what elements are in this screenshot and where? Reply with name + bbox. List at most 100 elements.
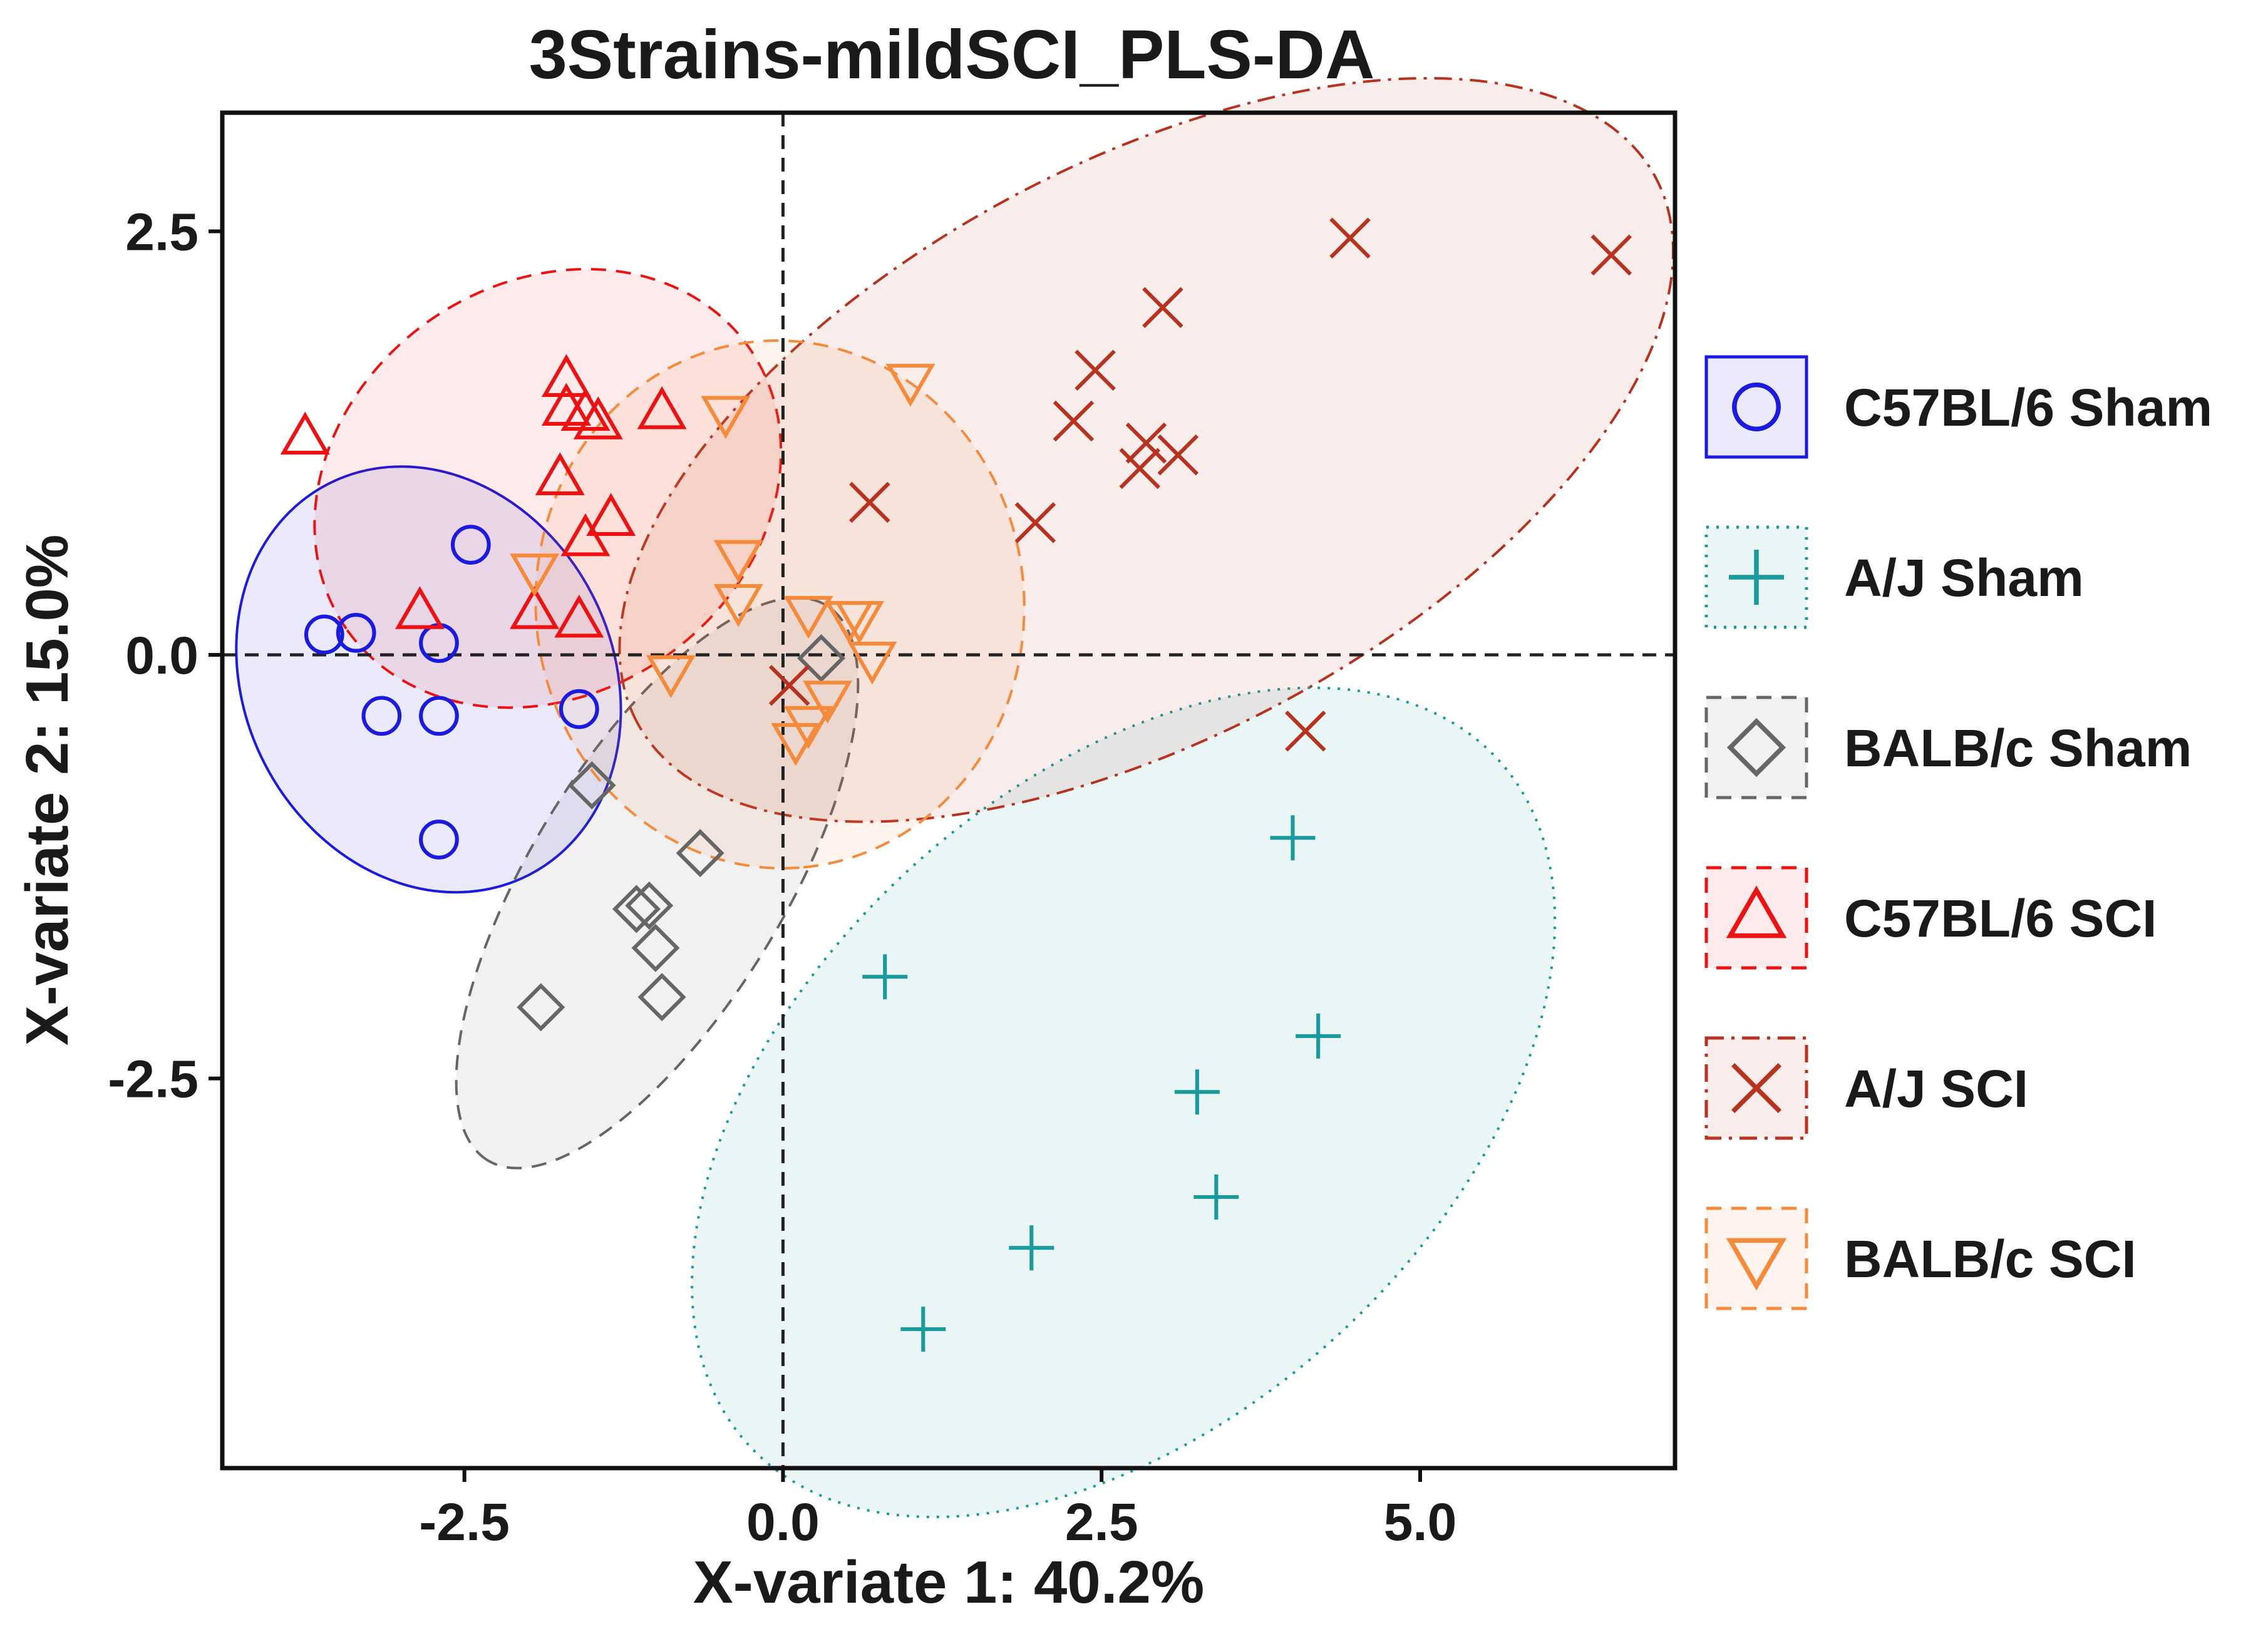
point-a-j-sham	[900, 1307, 946, 1352]
ellipse-balb-c-sci	[534, 339, 1026, 870]
x-tick-label: 2.5	[1065, 1493, 1138, 1551]
point-a-j-sci	[1119, 448, 1161, 490]
point-balb-c-sci	[803, 681, 853, 724]
point-a-j-sham	[1296, 1013, 1341, 1059]
point-a-j-sci	[1075, 349, 1116, 391]
point-a-j-sci	[1285, 711, 1326, 752]
point-c57bl-6-sham	[559, 689, 599, 729]
y-axis-label: X-variate 2: 15.0%	[14, 535, 81, 1046]
axis-ticks: -2.5 0.0 2.5 5.0 -2.5 0.0 2.5	[108, 202, 1456, 1551]
point-a-j-sci	[1142, 287, 1183, 328]
point-c57bl-6-sci	[637, 386, 687, 429]
legend-marker-balb-c-sci	[1726, 1238, 1787, 1291]
point-balb-c-sham	[625, 881, 674, 930]
point-a-j-sci	[1053, 400, 1095, 442]
legend-label: A/J Sham	[1844, 548, 2084, 607]
point-balb-c-sham	[567, 761, 616, 809]
point-c57bl-6-sham	[419, 820, 459, 860]
point-balb-c-sci	[646, 655, 696, 699]
x-tick-label: 5.0	[1384, 1493, 1457, 1551]
point-c57bl-6-sci	[535, 452, 585, 496]
legend-item-a-j-sham: A/J Sham	[1704, 525, 2084, 629]
point-a-j-sci	[1590, 234, 1632, 276]
point-balb-c-sham	[631, 923, 680, 972]
legend-item-balb-c-sci: BALB/c SCI	[1704, 1206, 2137, 1310]
ellipse-a-j-sham	[691, 686, 1557, 1519]
plot-panel-border	[220, 110, 1678, 1471]
point-c57bl-6-sci	[573, 396, 623, 439]
legend-item-c57bl-6-sci: C57BL/6 SCI	[1704, 866, 2157, 970]
x-tick-label: -2.5	[419, 1493, 510, 1551]
legend: C57BL/6 Sham A/J Sham BALB/c Sham C57BL/6 S…	[1704, 355, 2212, 1310]
y-tick-label: 2.5	[125, 202, 198, 261]
point-c57bl-6-sham	[304, 614, 344, 655]
ellipse-a-j-sci	[618, 76, 1675, 823]
point-c57bl-6-sci	[554, 594, 604, 638]
point-balb-c-sci	[510, 553, 560, 597]
point-a-j-sham	[1270, 815, 1316, 861]
point-balb-c-sci	[885, 364, 936, 407]
point-a-j-sci	[1329, 217, 1371, 259]
point-balb-c-sci	[847, 641, 897, 685]
legend-item-c57bl-6-sham: C57BL/6 Sham	[1704, 355, 2212, 459]
legend-item-a-j-sci: A/J SCI	[1704, 1036, 2028, 1140]
point-a-j-sci	[1125, 422, 1167, 464]
point-balb-c-sci	[771, 722, 821, 766]
legend-key-box	[1704, 355, 1808, 459]
point-c57bl-6-sham	[336, 612, 376, 653]
point-a-j-sci	[849, 481, 890, 523]
y-tick-label: -2.5	[108, 1050, 198, 1109]
point-a-j-sci	[768, 664, 810, 706]
point-a-j-sci	[1157, 434, 1199, 476]
point-balb-c-sham	[676, 829, 724, 878]
legend-marker-c57bl-6-sci	[1726, 885, 1787, 938]
point-a-j-sham	[1009, 1225, 1054, 1271]
x-tick-label: 0.0	[746, 1493, 820, 1551]
point-balb-c-sci	[713, 540, 763, 583]
legend-label: BALB/c SCI	[1844, 1230, 2137, 1288]
point-c57bl-6-sci	[586, 493, 636, 536]
point-c57bl-6-sci	[541, 354, 591, 398]
legend-label: BALB/c Sham	[1844, 719, 2192, 778]
point-balb-c-sci	[701, 396, 751, 439]
point-balb-c-sci	[835, 601, 885, 644]
point-a-j-sham	[1193, 1174, 1239, 1220]
point-c57bl-6-sci	[510, 586, 560, 629]
point-balb-c-sham	[612, 885, 661, 933]
x-axis-label: X-variate 1: 40.2%	[693, 1549, 1204, 1616]
point-balb-c-sham	[796, 634, 846, 682]
point-c57bl-6-sham	[361, 696, 402, 736]
legend-marker-a-j-sham	[1729, 550, 1784, 605]
legend-marker-c57bl-6-sham	[1732, 383, 1781, 431]
legend-key-box	[1704, 866, 1808, 970]
legend-label: C57BL/6 Sham	[1844, 378, 2212, 437]
point-balb-c-sham	[517, 983, 565, 1032]
reference-lines	[222, 113, 1675, 1468]
y-tick-label: 0.0	[125, 626, 198, 685]
point-c57bl-6-sci	[560, 388, 611, 431]
ellipse-balb-c-sham	[455, 596, 860, 1169]
point-c57bl-6-sham	[419, 696, 459, 736]
point-c57bl-6-sci	[560, 513, 611, 557]
data-points	[280, 217, 1632, 1352]
legend-label: A/J SCI	[1844, 1059, 2028, 1118]
point-a-j-sham	[862, 954, 908, 1000]
point-balb-c-sham	[637, 973, 686, 1022]
chart-title: 3Strains-mildSCI_PLS-DA	[529, 16, 1375, 93]
point-a-j-sham	[1174, 1069, 1220, 1115]
legend-marker-a-j-sci	[1731, 1062, 1782, 1114]
point-balb-c-sci	[713, 583, 763, 627]
point-c57bl-6-sci	[394, 586, 445, 629]
legend-marker-balb-c-sham	[1726, 717, 1786, 778]
legend-item-balb-c-sham: BALB/c Sham	[1704, 696, 2192, 799]
legend-key-box	[1704, 696, 1808, 799]
legend-key-box	[1704, 1206, 1808, 1310]
group-ellipses	[235, 76, 1675, 1519]
point-c57bl-6-sci	[280, 411, 330, 455]
point-a-j-sci	[1014, 502, 1056, 543]
legend-label: C57BL/6 SCI	[1844, 889, 2157, 948]
point-c57bl-6-sham	[450, 525, 491, 565]
point-balb-c-sci	[783, 595, 833, 639]
